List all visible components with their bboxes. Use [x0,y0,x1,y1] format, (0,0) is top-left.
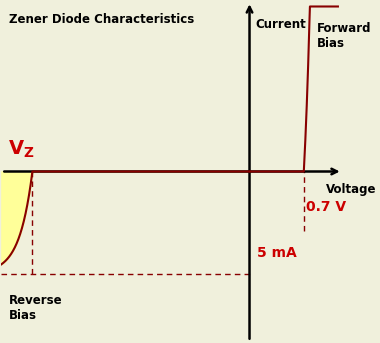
Text: Forward
Bias: Forward Bias [317,22,371,50]
Text: Zener Diode Characteristics: Zener Diode Characteristics [9,13,195,26]
Text: Current: Current [256,19,307,32]
Text: Reverse
Bias: Reverse Bias [9,294,63,322]
Text: 5 mA: 5 mA [257,246,297,260]
Text: 0.7 V: 0.7 V [306,200,346,214]
Text: $\mathbf{V_Z}$: $\mathbf{V_Z}$ [8,139,34,160]
Text: Voltage: Voltage [326,184,376,197]
